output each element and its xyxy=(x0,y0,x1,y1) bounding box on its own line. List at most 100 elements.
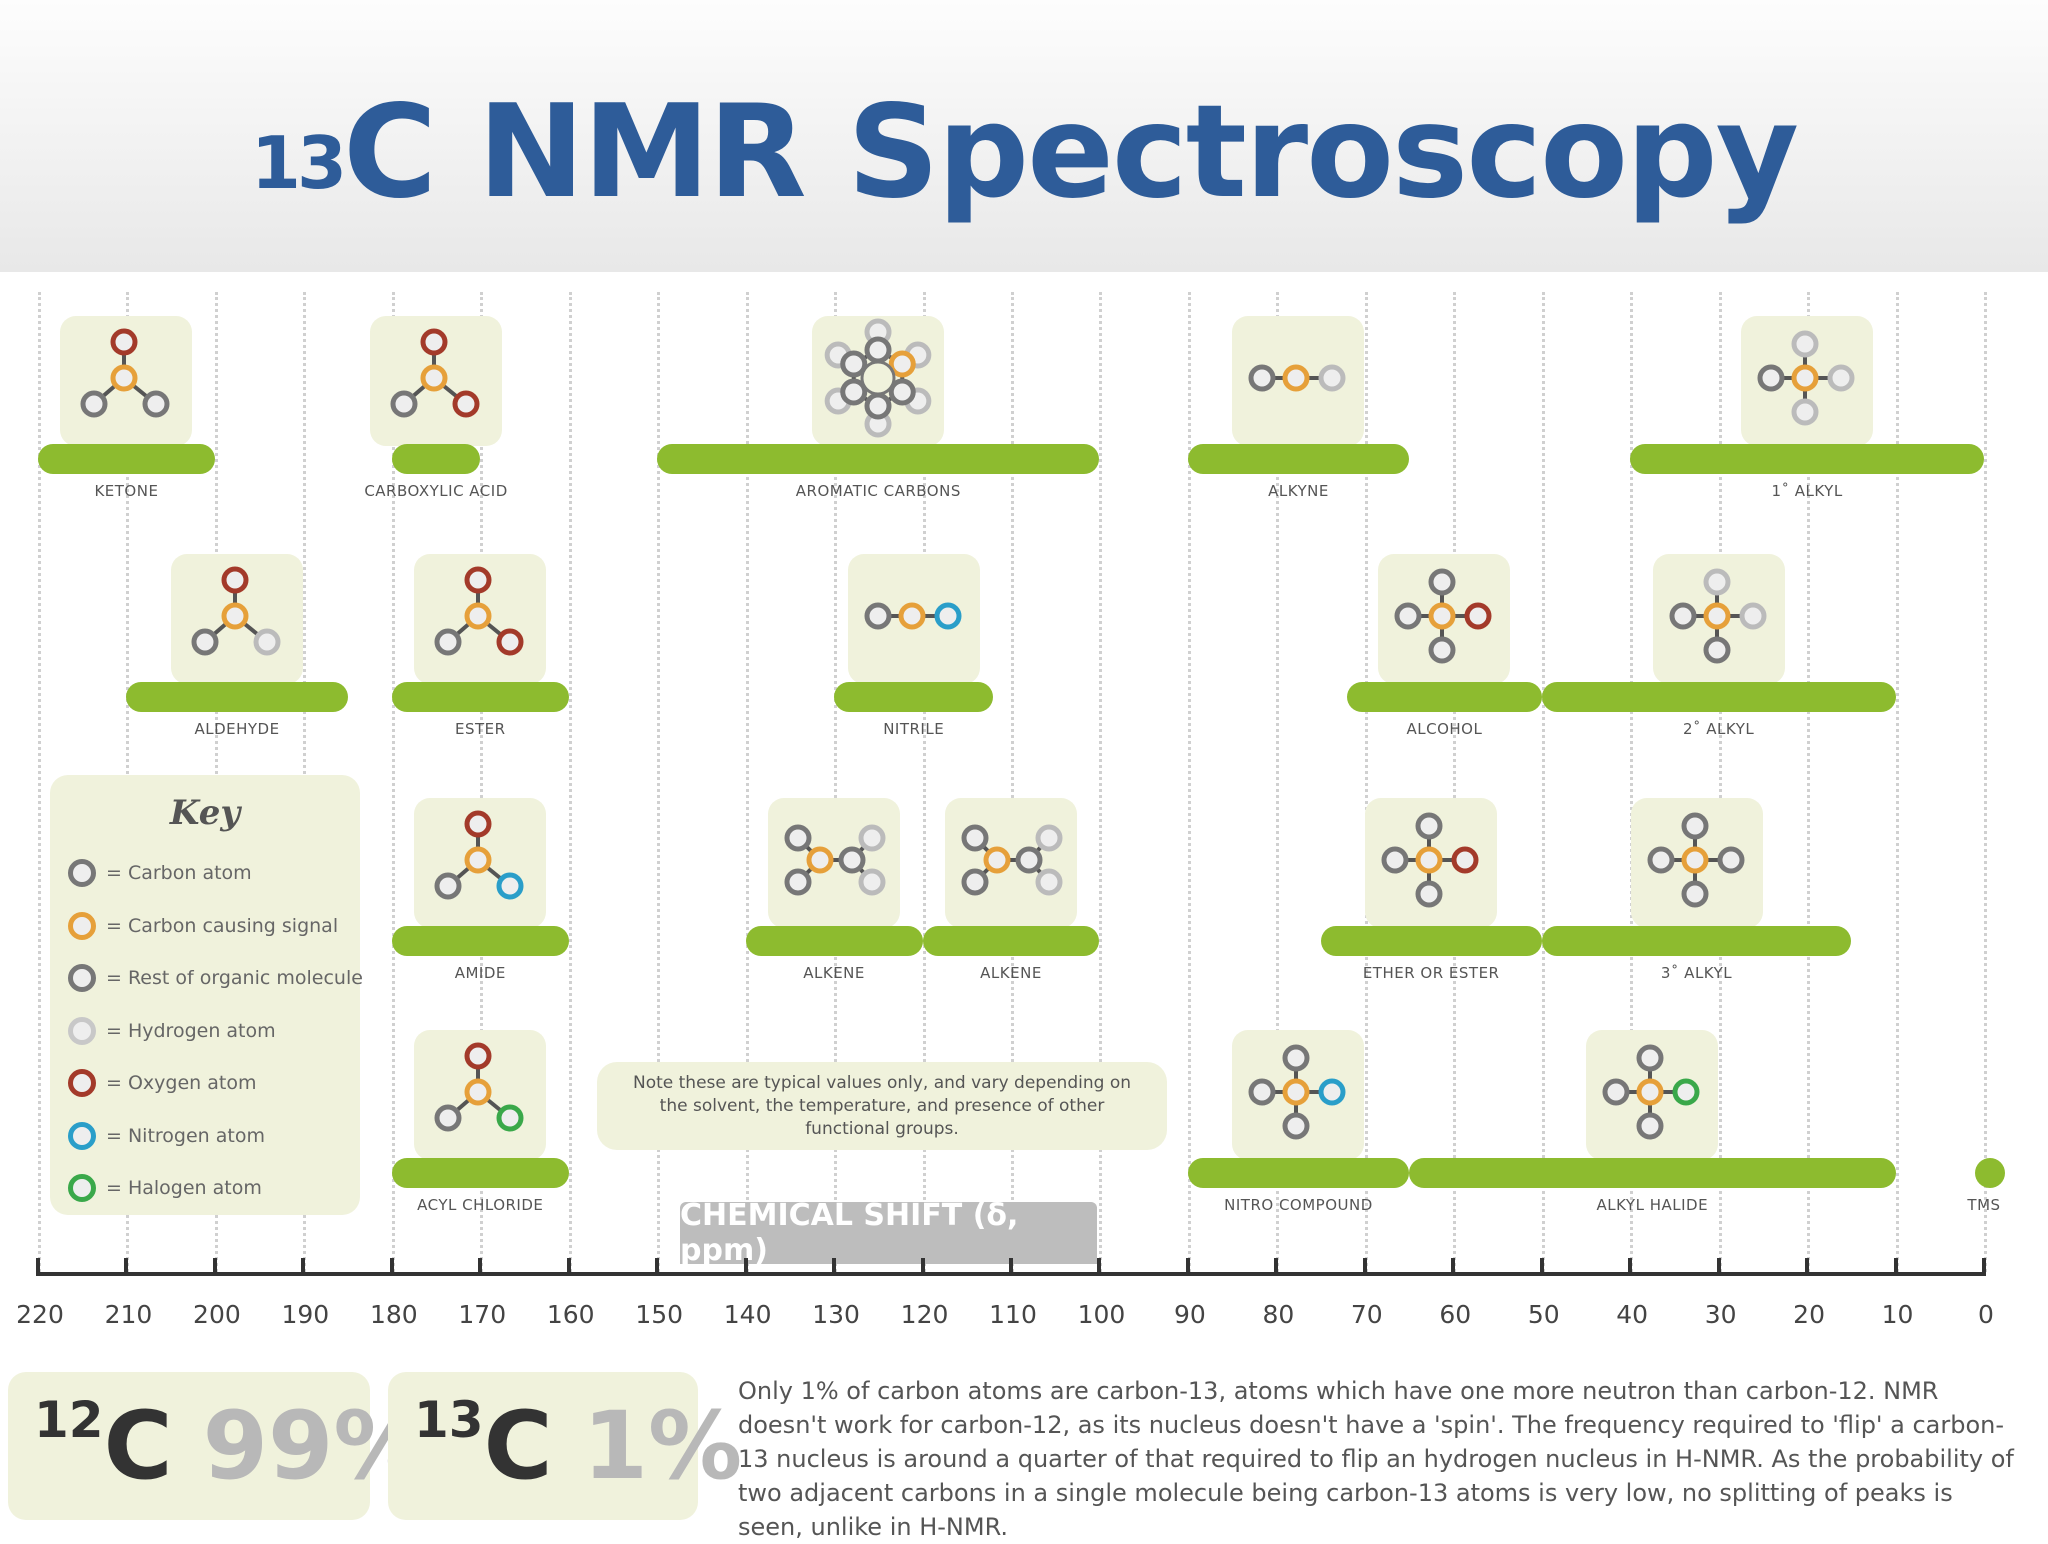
axis-tick-label: 190 xyxy=(281,1300,330,1329)
shift-range-bar xyxy=(1630,444,1984,474)
molecule-icon xyxy=(784,824,886,896)
title-header: 13C NMR Spectroscopy xyxy=(0,0,2048,272)
atom-icon xyxy=(68,1174,96,1202)
shift-range-bar xyxy=(391,682,569,712)
key-item-label: = Nitrogen atom xyxy=(106,1124,265,1147)
shift-range-bar xyxy=(1347,682,1542,712)
shift-range-label: 2˚ ALKYL xyxy=(1682,720,1755,738)
gridline xyxy=(480,292,484,1272)
shift-range-label: KETONE xyxy=(94,482,159,500)
page-title: 13C NMR Spectroscopy xyxy=(0,78,2048,228)
molecule-card xyxy=(414,798,547,928)
axis-tick xyxy=(566,1258,571,1276)
key-item-label: = Carbon atom xyxy=(106,862,252,884)
axis-tick-label: 140 xyxy=(723,1300,772,1329)
key-item: = Carbon atom xyxy=(68,853,252,893)
atom-icon xyxy=(68,911,96,940)
molecule-icon xyxy=(864,602,962,630)
molecule-icon xyxy=(961,824,1063,896)
molecule-icon xyxy=(80,328,170,418)
molecule-icon xyxy=(434,566,524,656)
molecule-card xyxy=(812,316,945,446)
molecule-card xyxy=(370,316,503,446)
gridline xyxy=(922,292,926,1272)
axis-title: CHEMICAL SHIFT (δ, ppm) xyxy=(680,1198,1097,1268)
gridline xyxy=(1630,292,1634,1272)
key-title: Key xyxy=(169,793,241,833)
axis-tick xyxy=(1097,1258,1102,1276)
axis-tick xyxy=(1628,1258,1633,1276)
axis-tick-label: 50 xyxy=(1527,1300,1560,1329)
axis-tick xyxy=(1185,1258,1190,1276)
molecule-card xyxy=(1232,316,1365,446)
axis-tick xyxy=(1009,1258,1013,1276)
axis-tick-label: 210 xyxy=(104,1300,153,1329)
gridline xyxy=(1011,292,1014,1272)
gridline xyxy=(38,292,41,1272)
key-item-label: = Carbon causing signal xyxy=(106,914,339,937)
molecule-icon xyxy=(434,1042,524,1132)
chemical-shift-chart: Key = Carbon atom = Carbon causing signal… xyxy=(0,272,2048,1372)
key-legend: Key = Carbon atom = Carbon causing signal… xyxy=(50,775,363,1215)
molecule-card xyxy=(847,554,980,684)
shift-range-label: TMS xyxy=(1967,1196,2001,1214)
key-item: = Carbon causing signal xyxy=(68,906,338,946)
axis-tick-label: 60 xyxy=(1439,1300,1472,1329)
axis-tick xyxy=(1362,1258,1367,1276)
axis-tick-label: 150 xyxy=(635,1300,684,1329)
molecule-card xyxy=(1232,1030,1365,1160)
shift-range-bar xyxy=(1975,1158,2006,1188)
axis-tick xyxy=(920,1258,925,1276)
axis-tick xyxy=(389,1258,394,1276)
shift-range-label: NITRILE xyxy=(883,720,945,738)
carbon-13-percent: 1% xyxy=(582,1391,743,1501)
axis-tick xyxy=(1805,1258,1810,1276)
molecule-icon xyxy=(1381,812,1479,908)
shift-range-bar xyxy=(1320,926,1542,956)
axis-tick-label: 200 xyxy=(193,1300,241,1329)
gridline xyxy=(1276,292,1280,1272)
molecule-icon xyxy=(1248,364,1346,392)
gridline xyxy=(1541,292,1545,1272)
atom-icon xyxy=(68,1016,96,1045)
axis-tick xyxy=(655,1258,660,1276)
gridline xyxy=(1187,292,1191,1272)
shift-range-label: 1˚ ALKYL xyxy=(1771,482,1843,500)
key-item: = Hydrogen atom xyxy=(68,1011,276,1051)
molecule-card xyxy=(945,798,1077,928)
gridline xyxy=(1099,292,1103,1272)
shift-range-label: AROMATIC CARBONS xyxy=(795,482,961,500)
axis-tick-label: 130 xyxy=(812,1300,860,1329)
molecule-icon xyxy=(390,328,480,418)
key-item: = Halogen atom xyxy=(68,1168,262,1208)
axis-tick-label: 40 xyxy=(1616,1300,1649,1329)
molecule-card xyxy=(768,798,901,928)
molecule-icon xyxy=(191,566,281,656)
carbon-13-symbol: 13C xyxy=(414,1391,553,1500)
axis-tick-label: 120 xyxy=(900,1300,949,1329)
molecule-card xyxy=(1741,316,1874,446)
axis-tick xyxy=(1893,1258,1898,1276)
carbon-12-letter: C xyxy=(103,1391,173,1501)
axis-tick-label: 90 xyxy=(1174,1300,1206,1329)
key-item-label: = Oxygen atom xyxy=(106,1072,257,1094)
gridline xyxy=(1364,292,1368,1272)
shift-range-label: ALKYL HALIDE xyxy=(1596,1196,1709,1214)
shift-range-bar xyxy=(834,682,994,712)
axis-tick-label: 30 xyxy=(1704,1300,1737,1329)
molecule-card xyxy=(414,554,547,684)
molecule-card xyxy=(1630,798,1763,928)
axis-tick xyxy=(212,1258,217,1276)
shift-range-bar xyxy=(922,926,1100,956)
shift-range-label: ESTER xyxy=(454,720,506,738)
axis-tick-label: 70 xyxy=(1350,1300,1383,1329)
gridline xyxy=(834,292,838,1272)
shift-range-label: ALKENE xyxy=(980,964,1042,982)
title-superscript: 13 xyxy=(250,121,347,205)
title-text: C NMR Spectroscopy xyxy=(343,78,1799,227)
atom-icon xyxy=(68,1069,96,1097)
axis-tick-label: 100 xyxy=(1077,1300,1126,1329)
shift-range-bar xyxy=(745,926,923,956)
atom-icon xyxy=(68,859,96,887)
axis-tick xyxy=(832,1258,837,1276)
